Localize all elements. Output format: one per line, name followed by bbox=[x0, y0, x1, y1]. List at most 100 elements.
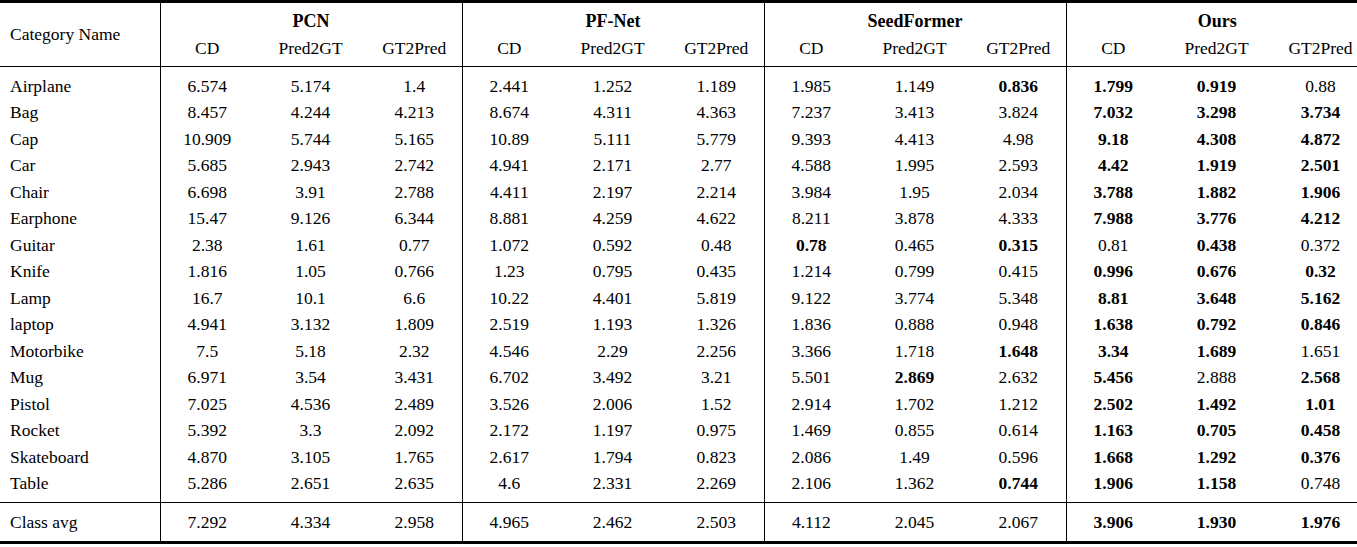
value-cell: 2.269 bbox=[669, 471, 764, 503]
value-cell: 4.244 bbox=[254, 100, 367, 127]
value-cell: 4.212 bbox=[1273, 206, 1357, 233]
value-cell: 0.81 bbox=[1066, 232, 1160, 259]
metric-header-cd: CD bbox=[1066, 34, 1160, 67]
value-cell: 10.89 bbox=[462, 126, 556, 153]
value-cell: 5.501 bbox=[764, 365, 858, 392]
metric-header-pred2gt: Pred2GT bbox=[858, 34, 971, 67]
value-cell: 3.906 bbox=[1066, 503, 1160, 543]
value-cell: 1.651 bbox=[1273, 338, 1357, 365]
metric-header-gt2pred: GT2Pred bbox=[1273, 34, 1357, 67]
value-cell: 4.213 bbox=[367, 100, 462, 127]
value-cell: 0.748 bbox=[1273, 471, 1357, 503]
value-cell: 0.415 bbox=[971, 259, 1066, 286]
value-cell: 1.05 bbox=[254, 259, 367, 286]
value-cell: 1.836 bbox=[764, 312, 858, 339]
value-cell: 7.988 bbox=[1066, 206, 1160, 233]
category-cell: Skateboard bbox=[0, 444, 160, 471]
class-avg-row: Class avg7.2924.3342.9584.9652.4622.5034… bbox=[0, 503, 1357, 543]
value-cell: 3.3 bbox=[254, 418, 367, 445]
table-row: Car5.6852.9432.7424.9412.1712.774.5881.9… bbox=[0, 153, 1357, 180]
category-cell: Table bbox=[0, 471, 160, 503]
table-row: Rocket5.3923.32.0922.1721.1970.9751.4690… bbox=[0, 418, 1357, 445]
value-cell: 7.025 bbox=[160, 391, 254, 418]
value-cell: 4.622 bbox=[669, 206, 764, 233]
value-cell: 1.794 bbox=[556, 444, 669, 471]
value-cell: 0.948 bbox=[971, 312, 1066, 339]
value-cell: 1.919 bbox=[1160, 153, 1273, 180]
category-cell: Pistol bbox=[0, 391, 160, 418]
results-table: Category Name PCN PF-Net SeedFormer Ours… bbox=[0, 0, 1357, 544]
value-cell: 2.006 bbox=[556, 391, 669, 418]
value-cell: 1.985 bbox=[764, 67, 858, 100]
value-cell: 0.315 bbox=[971, 232, 1066, 259]
value-cell: 6.702 bbox=[462, 365, 556, 392]
value-cell: 8.457 bbox=[160, 100, 254, 127]
metric-header-cd: CD bbox=[160, 34, 254, 67]
value-cell: 2.092 bbox=[367, 418, 462, 445]
value-cell: 1.4 bbox=[367, 67, 462, 100]
category-cell: Mug bbox=[0, 365, 160, 392]
value-cell: 9.126 bbox=[254, 206, 367, 233]
category-cell: Earphone bbox=[0, 206, 160, 233]
value-cell: 1.995 bbox=[858, 153, 971, 180]
value-cell: 4.536 bbox=[254, 391, 367, 418]
value-cell: 0.888 bbox=[858, 312, 971, 339]
value-cell: 2.034 bbox=[971, 179, 1066, 206]
value-cell: 2.888 bbox=[1160, 365, 1273, 392]
value-cell: 2.788 bbox=[367, 179, 462, 206]
value-cell: 5.111 bbox=[556, 126, 669, 153]
value-cell: 2.214 bbox=[669, 179, 764, 206]
value-cell: 0.705 bbox=[1160, 418, 1273, 445]
value-cell: 2.501 bbox=[1273, 153, 1357, 180]
table-row: Motorbike7.55.182.324.5462.292.2563.3661… bbox=[0, 338, 1357, 365]
value-cell: 4.333 bbox=[971, 206, 1066, 233]
category-cell: Rocket bbox=[0, 418, 160, 445]
value-cell: 2.869 bbox=[858, 365, 971, 392]
value-cell: 0.458 bbox=[1273, 418, 1357, 445]
category-cell: Knife bbox=[0, 259, 160, 286]
table-row: Pistol7.0254.5362.4893.5262.0061.522.914… bbox=[0, 391, 1357, 418]
value-cell: 3.105 bbox=[254, 444, 367, 471]
value-cell: 3.734 bbox=[1273, 100, 1357, 127]
value-cell: 2.958 bbox=[367, 503, 462, 543]
value-cell: 1.072 bbox=[462, 232, 556, 259]
value-cell: 0.836 bbox=[971, 67, 1066, 100]
metric-header-pred2gt: Pred2GT bbox=[1160, 34, 1273, 67]
value-cell: 0.792 bbox=[1160, 312, 1273, 339]
value-cell: 9.393 bbox=[764, 126, 858, 153]
value-cell: 1.326 bbox=[669, 312, 764, 339]
value-cell: 0.919 bbox=[1160, 67, 1273, 100]
value-cell: 5.685 bbox=[160, 153, 254, 180]
value-cell: 4.588 bbox=[764, 153, 858, 180]
value-cell: 3.54 bbox=[254, 365, 367, 392]
value-cell: 1.930 bbox=[1160, 503, 1273, 543]
value-cell: 2.617 bbox=[462, 444, 556, 471]
value-cell: 0.846 bbox=[1273, 312, 1357, 339]
value-cell: 2.635 bbox=[367, 471, 462, 503]
metric-header-row: CD Pred2GT GT2Pred CD Pred2GT GT2Pred CD… bbox=[0, 34, 1357, 67]
value-cell: 1.01 bbox=[1273, 391, 1357, 418]
value-cell: 6.971 bbox=[160, 365, 254, 392]
value-cell: 2.519 bbox=[462, 312, 556, 339]
value-cell: 1.492 bbox=[1160, 391, 1273, 418]
value-cell: 1.469 bbox=[764, 418, 858, 445]
value-cell: 1.799 bbox=[1066, 67, 1160, 100]
value-cell: 5.348 bbox=[971, 285, 1066, 312]
value-cell: 5.162 bbox=[1273, 285, 1357, 312]
group-header-seedformer: SeedFormer bbox=[764, 2, 1066, 35]
value-cell: 2.503 bbox=[669, 503, 764, 543]
value-cell: 3.492 bbox=[556, 365, 669, 392]
value-cell: 1.362 bbox=[858, 471, 971, 503]
value-cell: 2.331 bbox=[556, 471, 669, 503]
table-row: Airplane6.5745.1741.42.4411.2521.1891.98… bbox=[0, 67, 1357, 100]
value-cell: 1.52 bbox=[669, 391, 764, 418]
value-cell: 1.189 bbox=[669, 67, 764, 100]
value-cell: 4.311 bbox=[556, 100, 669, 127]
category-cell: Cap bbox=[0, 126, 160, 153]
category-cell: Bag bbox=[0, 100, 160, 127]
value-cell: 3.878 bbox=[858, 206, 971, 233]
category-cell: Car bbox=[0, 153, 160, 180]
value-cell: 1.906 bbox=[1273, 179, 1357, 206]
paper-table-page: Category Name PCN PF-Net SeedFormer Ours… bbox=[0, 0, 1357, 547]
value-cell: 2.086 bbox=[764, 444, 858, 471]
